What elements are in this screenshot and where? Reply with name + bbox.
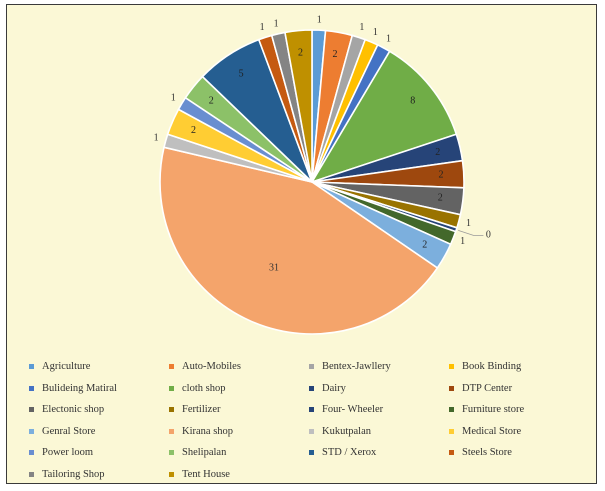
pie-data-label: 1 <box>274 18 279 29</box>
legend-label: Bulideing Matiral <box>42 382 117 394</box>
legend-label: Four- Wheeler <box>322 404 384 415</box>
legend-item: Kirana shop <box>169 426 233 437</box>
legend-label: Auto-Mobiles <box>182 361 241 372</box>
legend-label: Kukutpalan <box>322 425 371 437</box>
legend-item: Four- Wheeler <box>309 404 383 415</box>
legend-label: Agriculture <box>42 361 91 372</box>
leader-line <box>458 230 484 236</box>
legend-label: Dairy <box>322 382 346 394</box>
legend-swatch <box>29 385 34 391</box>
pie-data-label: 2 <box>333 49 338 60</box>
legend-swatch <box>449 428 454 434</box>
legend-swatch <box>29 471 34 477</box>
legend-label: DTP Center <box>462 382 513 394</box>
legend-label: Steels Store <box>462 447 512 458</box>
legend-swatch <box>169 364 174 369</box>
legend-item: Tent House <box>169 469 230 480</box>
pie-slice-tent-house <box>284 29 313 183</box>
legend-swatch <box>169 471 174 477</box>
legend-swatch <box>449 450 454 455</box>
legend-label: Medical Store <box>462 425 522 437</box>
legend-swatch <box>449 364 454 369</box>
legend-label: Bentex-Jawllery <box>322 361 391 372</box>
legend-swatch <box>169 385 174 391</box>
legend-item: Bulideing Matiral <box>29 383 117 394</box>
legend-swatch <box>169 428 174 434</box>
legend-item: Bentex-Jawllery <box>309 361 391 372</box>
legend-label: cloth shop <box>182 382 226 394</box>
legend-label: Fertilizer <box>182 404 221 415</box>
legend-swatch <box>449 407 454 412</box>
legend-swatch <box>309 385 314 391</box>
legend-item: Power loom <box>29 447 93 458</box>
legend-swatch <box>29 450 34 455</box>
legend-swatch <box>449 385 454 391</box>
pie-data-label: 2 <box>438 193 443 204</box>
legend-item: Furniture store <box>449 404 524 415</box>
legend-item: Tailoring Shop <box>29 469 105 480</box>
legend-item: Kukutpalan <box>309 426 371 437</box>
pie-data-label: 5 <box>239 68 244 79</box>
pie-slice-kirana-shop <box>159 146 439 335</box>
legend-label: Electonic shop <box>42 404 105 415</box>
legend-swatch <box>309 428 314 434</box>
pie-data-label: 1 <box>171 93 176 104</box>
pie-data-label: 2 <box>435 147 440 158</box>
pie-data-label: 1 <box>317 14 322 25</box>
legend-item: cloth shop <box>169 383 225 394</box>
legend-item: Fertilizer <box>169 404 220 415</box>
legend-swatch <box>309 407 314 412</box>
legend-item: Medical Store <box>449 426 521 437</box>
pie-slice-cloth-shop <box>310 50 458 184</box>
legend-item: DTP Center <box>449 383 512 394</box>
pie-data-label: 2 <box>439 170 444 181</box>
legend-swatch <box>29 407 34 412</box>
pie-data-label: 8 <box>410 95 415 106</box>
legend-item: Genral Store <box>29 426 95 437</box>
pie-data-label: 1 <box>466 218 471 229</box>
legend-item: Shelipalan <box>169 447 226 458</box>
pie-data-label: 0 <box>486 230 491 241</box>
legend-label: Tailoring Shop <box>42 468 105 480</box>
legend-label: Furniture store <box>462 404 525 415</box>
pie-data-label: 1 <box>359 22 364 33</box>
pie-data-label: 1 <box>260 22 265 33</box>
legend-label: Tent House <box>182 468 230 480</box>
legend-item: Electonic shop <box>29 404 104 415</box>
legend-label: Genral Store <box>42 425 96 437</box>
pie-data-label: 2 <box>298 48 303 59</box>
legend-item: STD / Xerox <box>309 447 376 458</box>
pie-data-label: 2 <box>209 95 214 106</box>
legend-swatch <box>29 364 34 369</box>
pie-data-label: 2 <box>422 240 427 251</box>
pie-data-label: 1 <box>460 236 465 247</box>
chart-frame: 1 2 1 1 1 8 2 2 2 1 0 1 2 31 1 2 1 2 5 1 1 2 Agriculture Auto-… <box>6 4 597 484</box>
legend-label: Shelipalan <box>182 447 227 458</box>
legend-swatch <box>169 450 174 455</box>
legend-label: Power loom <box>42 447 94 458</box>
pie-data-label: 1 <box>154 132 159 143</box>
legend-swatch <box>169 407 174 412</box>
pie-data-label: 2 <box>191 125 196 136</box>
legend-label: STD / Xerox <box>322 447 377 458</box>
legend-item: Agriculture <box>29 361 90 372</box>
legend-item: Book Binding <box>449 361 521 372</box>
legend-label: Kirana shop <box>182 425 234 437</box>
pie-data-label: 1 <box>386 33 391 44</box>
pie-data-label: 31 <box>269 262 279 273</box>
legend-item: Dairy <box>309 383 346 394</box>
legend-swatch <box>309 364 314 369</box>
legend-label: Book Binding <box>462 361 522 372</box>
legend-swatch <box>309 450 314 455</box>
legend-item: Steels Store <box>449 447 512 458</box>
legend-item: Auto-Mobiles <box>169 361 241 372</box>
pie-data-label: 1 <box>373 27 378 38</box>
legend-swatch <box>29 428 34 434</box>
